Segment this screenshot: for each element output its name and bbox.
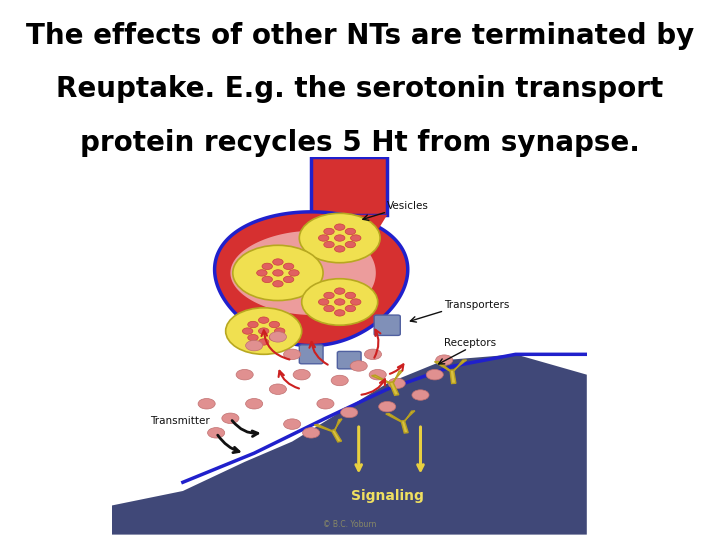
Circle shape	[335, 235, 345, 241]
Circle shape	[335, 299, 345, 305]
Circle shape	[258, 328, 269, 334]
Circle shape	[335, 224, 345, 230]
Text: Reuptake. E.g. the serotonin transport: Reuptake. E.g. the serotonin transport	[56, 75, 664, 103]
Polygon shape	[386, 411, 415, 433]
Polygon shape	[311, 157, 387, 215]
Polygon shape	[112, 354, 587, 535]
Circle shape	[284, 419, 301, 429]
Circle shape	[269, 334, 279, 341]
Circle shape	[324, 241, 334, 248]
Circle shape	[246, 399, 263, 409]
Circle shape	[324, 292, 334, 299]
Circle shape	[388, 378, 405, 389]
Circle shape	[284, 263, 294, 269]
Circle shape	[331, 375, 348, 386]
Circle shape	[274, 328, 285, 334]
Circle shape	[335, 246, 345, 252]
FancyBboxPatch shape	[338, 352, 361, 369]
Circle shape	[324, 228, 334, 235]
Circle shape	[341, 407, 358, 418]
Circle shape	[273, 281, 283, 287]
FancyBboxPatch shape	[300, 345, 323, 364]
Circle shape	[379, 401, 396, 412]
Polygon shape	[314, 419, 342, 442]
Circle shape	[284, 349, 301, 360]
Circle shape	[412, 390, 429, 400]
Circle shape	[273, 259, 283, 265]
Text: Vesicles: Vesicles	[387, 201, 429, 211]
Circle shape	[350, 361, 367, 371]
Circle shape	[293, 369, 310, 380]
Text: The effects of other NTs are terminated by: The effects of other NTs are terminated …	[26, 22, 694, 50]
Circle shape	[269, 332, 287, 342]
Circle shape	[243, 328, 253, 334]
Circle shape	[335, 309, 345, 316]
Text: protein recycles 5 Ht from synapse.: protein recycles 5 Ht from synapse.	[80, 129, 640, 157]
Circle shape	[246, 340, 263, 351]
Polygon shape	[215, 212, 408, 346]
Circle shape	[302, 279, 378, 325]
Circle shape	[351, 299, 361, 305]
Text: Receptors: Receptors	[444, 338, 496, 348]
Circle shape	[284, 276, 294, 282]
Circle shape	[317, 399, 334, 409]
Circle shape	[302, 428, 320, 438]
Polygon shape	[230, 231, 376, 315]
Polygon shape	[434, 360, 467, 383]
Text: Transporters: Transporters	[444, 300, 510, 310]
Text: © B.C. Yoburn: © B.C. Yoburn	[323, 521, 376, 529]
Circle shape	[345, 228, 356, 235]
Circle shape	[248, 334, 258, 341]
Circle shape	[256, 269, 267, 276]
Circle shape	[222, 413, 239, 423]
Circle shape	[351, 235, 361, 241]
Circle shape	[318, 299, 329, 305]
Polygon shape	[292, 215, 387, 249]
Circle shape	[258, 339, 269, 345]
Circle shape	[345, 305, 356, 312]
Circle shape	[436, 355, 453, 366]
Circle shape	[324, 305, 334, 312]
FancyBboxPatch shape	[374, 315, 400, 335]
Circle shape	[262, 276, 272, 282]
Circle shape	[233, 245, 323, 301]
Circle shape	[300, 213, 380, 263]
Circle shape	[335, 288, 345, 294]
Polygon shape	[372, 370, 402, 395]
Circle shape	[262, 263, 272, 269]
Text: Transmitter: Transmitter	[150, 416, 210, 426]
Circle shape	[236, 369, 253, 380]
Circle shape	[248, 321, 258, 328]
Circle shape	[225, 308, 302, 354]
Circle shape	[369, 369, 386, 380]
Circle shape	[345, 292, 356, 299]
Circle shape	[364, 349, 382, 360]
Circle shape	[318, 235, 329, 241]
Circle shape	[258, 317, 269, 323]
Circle shape	[345, 241, 356, 248]
Circle shape	[426, 369, 444, 380]
Text: Signaling: Signaling	[351, 489, 423, 503]
Circle shape	[207, 428, 225, 438]
Circle shape	[273, 269, 283, 276]
Circle shape	[198, 399, 215, 409]
Circle shape	[289, 269, 300, 276]
Circle shape	[269, 384, 287, 394]
Circle shape	[269, 321, 279, 328]
